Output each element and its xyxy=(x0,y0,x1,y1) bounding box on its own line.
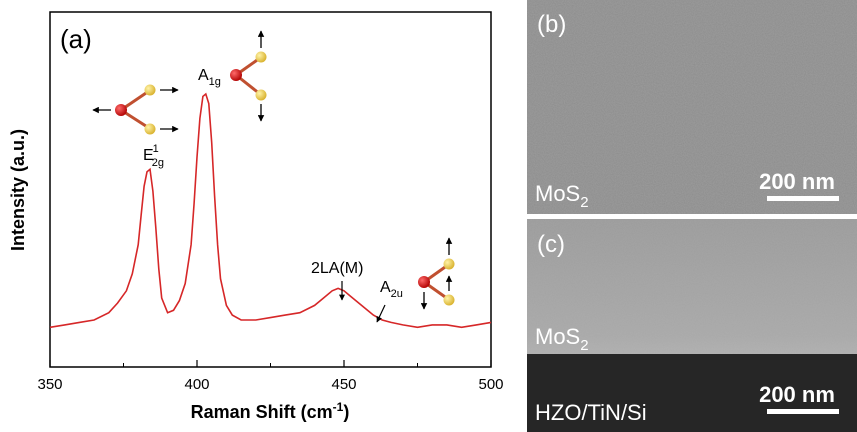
layer-label-mos2-sub: 2 xyxy=(580,337,588,354)
x-tick-label-350: 350 xyxy=(37,376,62,393)
sem-cross-section-panel: (c) MoS2 HZO/TiN/Si 200 nm xyxy=(527,219,857,432)
peak-label-a1g-sub: 1g xyxy=(209,76,221,88)
x-axis-label-text: Raman Shift (cm xyxy=(191,402,333,422)
x-axis-tick-labels: 350 400 450 500 xyxy=(37,376,503,393)
s-atom-icon xyxy=(444,295,455,306)
peak-label-a1g-base: A xyxy=(198,67,209,84)
scalebar-c xyxy=(767,409,839,414)
scalebar-label-c: 200 nm xyxy=(759,382,835,407)
s-atom-icon xyxy=(256,52,267,63)
plot-frame xyxy=(50,12,491,367)
peak-label-2la: 2LA(M) xyxy=(311,260,363,277)
sem-plan-view-panel: (b) MoS2 200 nm xyxy=(527,0,857,214)
x-axis-label: Raman Shift (cm-1) xyxy=(191,400,350,422)
layer-label-mos2-base: MoS xyxy=(535,324,580,349)
mo-atom-icon xyxy=(230,69,242,81)
x-axis-label-sup: -1 xyxy=(333,400,344,414)
x-axis-label-close: ) xyxy=(343,402,349,422)
peak-label-e2g-sub: 2g xyxy=(152,157,164,169)
material-label-b-base: MoS xyxy=(535,181,580,206)
x-tick-label-500: 500 xyxy=(478,376,503,393)
raman-spectrum-panel: (a) 350 400 450 500 Raman Shift (cm-1) Inte… xyxy=(8,12,504,422)
scalebar-b xyxy=(767,196,839,201)
peak-label-e2g-sup: 1 xyxy=(153,143,159,155)
s-atom-icon xyxy=(444,259,455,270)
mo-atom-icon xyxy=(115,104,127,116)
s-atom-icon xyxy=(145,85,156,96)
material-label-b-sub: 2 xyxy=(580,194,588,211)
peak-label-a2u-sub: 2u xyxy=(391,288,403,300)
x-tick-label-400: 400 xyxy=(184,376,209,393)
scalebar-label-b: 200 nm xyxy=(759,169,835,194)
mo-atom-icon xyxy=(418,276,430,288)
peak-label-a2u-base: A xyxy=(380,279,391,296)
s-atom-icon xyxy=(256,90,267,101)
panel-label-c: (c) xyxy=(537,231,565,258)
layer-label-substrate: HZO/TiN/Si xyxy=(535,400,647,425)
panel-label-a: (a) xyxy=(60,24,92,54)
s-atom-icon xyxy=(145,124,156,135)
y-axis-label: Intensity (a.u.) xyxy=(8,129,28,251)
x-tick-label-450: 450 xyxy=(331,376,356,393)
panel-label-b: (b) xyxy=(537,11,566,38)
